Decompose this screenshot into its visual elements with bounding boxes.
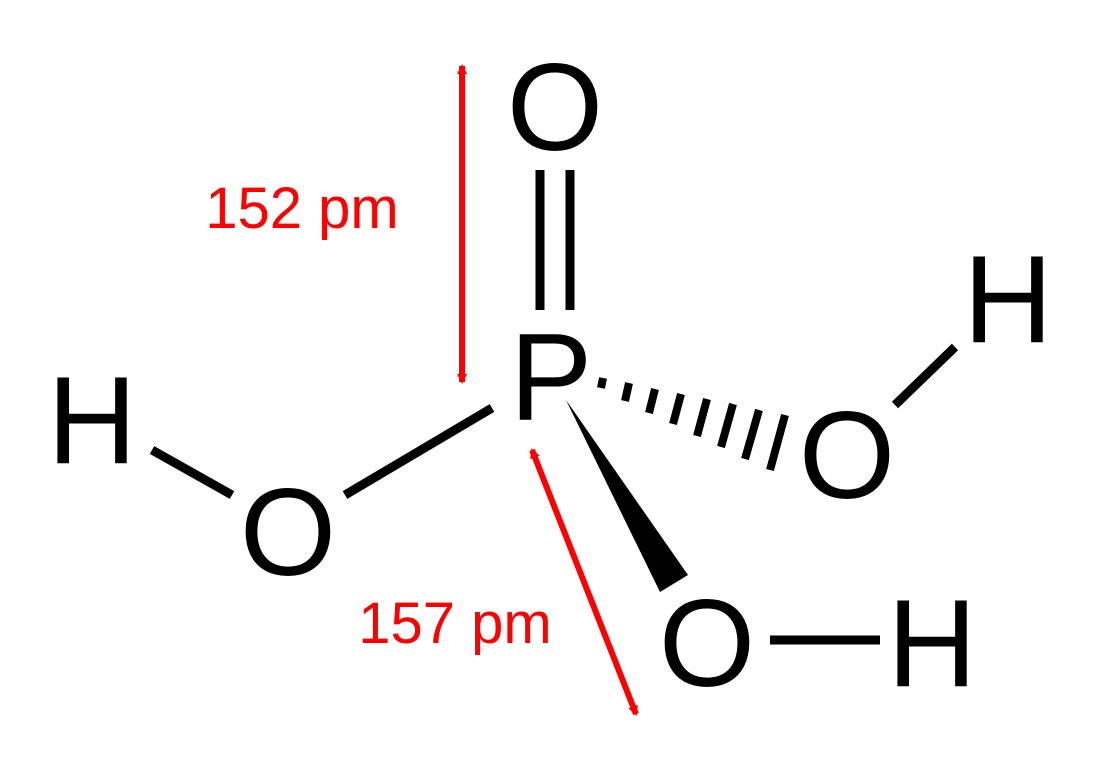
hashed-wedge-bond bbox=[597, 377, 789, 472]
atom-o-bottom: O bbox=[659, 575, 755, 713]
atom-o-top: O bbox=[507, 39, 603, 177]
atom-o-right: O bbox=[799, 387, 895, 525]
atom-o-left: O bbox=[240, 464, 336, 602]
bond-o-h-right bbox=[891, 343, 959, 409]
bonds bbox=[149, 170, 959, 645]
double-bond-length-label: 152 pm bbox=[205, 176, 398, 241]
single-bond-length-label: 157 pm bbox=[358, 591, 551, 656]
atom-p: P bbox=[510, 309, 593, 447]
single-bond-length-arrow bbox=[529, 448, 639, 716]
bond-o-p-left bbox=[342, 404, 495, 499]
atom-h-bottom: H bbox=[887, 575, 977, 713]
atom-h-right: H bbox=[963, 231, 1053, 369]
bond-h-o-left bbox=[149, 446, 235, 499]
atom-h-left: H bbox=[47, 352, 137, 490]
